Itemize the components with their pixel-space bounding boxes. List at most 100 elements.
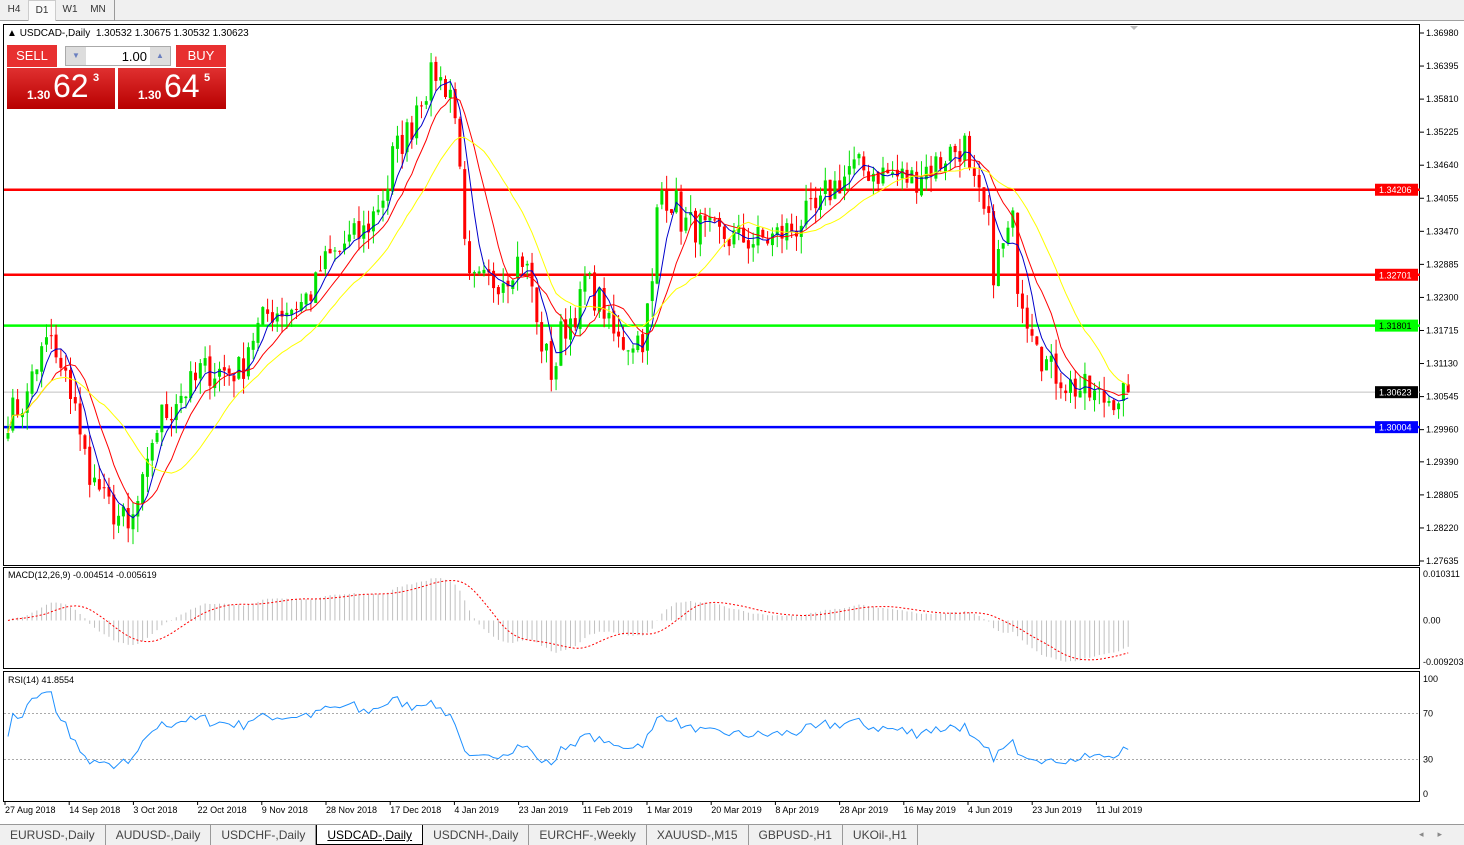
candle-body bbox=[669, 209, 673, 213]
candle bbox=[794, 215, 798, 251]
chart-tabs: EURUSD-,Daily AUDUSD-,Daily USDCHF-,Daily U… bbox=[0, 824, 1464, 845]
candle-body bbox=[1054, 353, 1058, 384]
buy-button[interactable]: BUY bbox=[176, 45, 226, 68]
candle-body bbox=[415, 105, 419, 139]
candle bbox=[174, 394, 178, 434]
date-tick-label: 11 Feb 2019 bbox=[583, 805, 633, 815]
candle bbox=[304, 292, 308, 311]
candle bbox=[49, 318, 53, 350]
candle-body bbox=[1097, 388, 1101, 390]
candle-body bbox=[242, 358, 246, 379]
tab-scroll-arrows[interactable]: ◂▸ bbox=[1418, 829, 1456, 839]
candle bbox=[843, 165, 847, 201]
candle-body bbox=[323, 251, 327, 270]
price-tick-label: 1.29390 bbox=[1426, 457, 1459, 467]
candle-body bbox=[953, 145, 957, 153]
ohlc-values: 1.30532 1.30675 1.30532 1.30623 bbox=[95, 28, 249, 39]
candle-body bbox=[376, 209, 380, 213]
collapse-triangle-icon[interactable]: ▲ bbox=[7, 28, 17, 39]
candle bbox=[160, 404, 164, 447]
price-tick-label: 1.27635 bbox=[1426, 556, 1459, 566]
chart-tab[interactable]: UKOil-,H1 bbox=[843, 825, 918, 845]
chart-tab[interactable]: USDCNH-,Daily bbox=[423, 825, 530, 845]
candle-body bbox=[30, 371, 34, 394]
candle-body bbox=[49, 335, 53, 337]
chart-tab[interactable]: EURCHF-,Weekly bbox=[529, 825, 647, 845]
candle bbox=[790, 213, 794, 239]
chart-tab[interactable]: EURUSD-,Daily bbox=[0, 825, 106, 845]
candle-body bbox=[891, 172, 895, 175]
candle-body bbox=[44, 337, 48, 345]
candle bbox=[314, 271, 318, 303]
candle bbox=[415, 96, 419, 145]
candle-body bbox=[516, 256, 520, 279]
candle bbox=[492, 262, 496, 303]
timeframe-mn[interactable]: MN bbox=[90, 4, 106, 15]
candle bbox=[222, 354, 226, 386]
candle bbox=[626, 349, 630, 366]
sell-button[interactable]: SELL bbox=[7, 45, 57, 68]
candle-body bbox=[6, 433, 10, 439]
timeframe-d1[interactable]: D1 bbox=[28, 0, 56, 21]
candle bbox=[323, 245, 327, 276]
candle bbox=[506, 275, 510, 304]
candle-body bbox=[511, 280, 515, 289]
candle-body bbox=[847, 166, 851, 175]
sell-price[interactable]: 1.30 62 3 bbox=[7, 68, 115, 109]
buy-price-prefix: 1.30 bbox=[138, 88, 162, 102]
candle bbox=[669, 208, 673, 215]
candle-body bbox=[501, 283, 505, 293]
candle bbox=[607, 305, 611, 329]
candle bbox=[501, 268, 505, 303]
candle-body bbox=[1112, 400, 1116, 411]
candle bbox=[535, 287, 539, 335]
candle bbox=[785, 218, 789, 250]
candle-body bbox=[650, 281, 654, 302]
candle-body bbox=[246, 347, 250, 377]
candle bbox=[963, 133, 967, 168]
chart-tab[interactable]: XAUUSD-,M15 bbox=[647, 825, 749, 845]
lot-size-input[interactable] bbox=[87, 47, 150, 65]
candle bbox=[602, 277, 606, 328]
chart-tab[interactable]: GBPUSD-,H1 bbox=[749, 825, 843, 845]
candle-body bbox=[453, 89, 457, 119]
chart-tab[interactable]: USDCHF-,Daily bbox=[211, 825, 317, 845]
chart-tab[interactable]: AUDUSD-,Daily bbox=[106, 825, 212, 845]
candle-body bbox=[35, 369, 39, 375]
candle bbox=[203, 346, 207, 373]
candle-body bbox=[708, 217, 712, 221]
decrease-lot-icon[interactable]: ▼ bbox=[66, 47, 86, 65]
candle bbox=[631, 344, 635, 364]
candle-body bbox=[391, 146, 395, 192]
date-tick-label: 22 Oct 2018 bbox=[198, 805, 247, 815]
candle bbox=[256, 317, 260, 352]
candle bbox=[770, 227, 774, 257]
candle-body bbox=[11, 397, 15, 431]
candle bbox=[924, 154, 928, 191]
candle bbox=[189, 361, 193, 403]
candle bbox=[809, 182, 813, 211]
increase-lot-icon[interactable]: ▲ bbox=[150, 47, 170, 65]
price-chart[interactable]: 1.36980 1.36395 1.35810 1.35225 1.34640 1.340… bbox=[0, 22, 1464, 822]
price-tick-label: 1.28220 bbox=[1426, 523, 1459, 533]
candle-body bbox=[1011, 210, 1015, 228]
candle-body bbox=[1117, 403, 1121, 410]
candle-body bbox=[237, 357, 241, 379]
level-price-tag bbox=[1375, 421, 1418, 434]
candle-body bbox=[679, 191, 683, 232]
candle-body bbox=[756, 226, 760, 246]
candle bbox=[982, 187, 986, 215]
candle-body bbox=[347, 234, 351, 242]
buy-price[interactable]: 1.30 64 5 bbox=[118, 68, 226, 109]
candle-body bbox=[886, 169, 890, 174]
price-tick-label: 1.30545 bbox=[1426, 392, 1459, 402]
candle bbox=[799, 219, 803, 254]
level-price-tag bbox=[1375, 183, 1418, 196]
chart-tab[interactable]: USDCAD-,Daily bbox=[316, 825, 424, 845]
timeframe-h4[interactable]: H4 bbox=[7, 4, 21, 15]
candle-body bbox=[405, 122, 409, 153]
timeframe-w1[interactable]: W1 bbox=[62, 4, 78, 15]
candle bbox=[674, 177, 678, 214]
candle bbox=[25, 383, 29, 430]
candle bbox=[597, 286, 601, 318]
